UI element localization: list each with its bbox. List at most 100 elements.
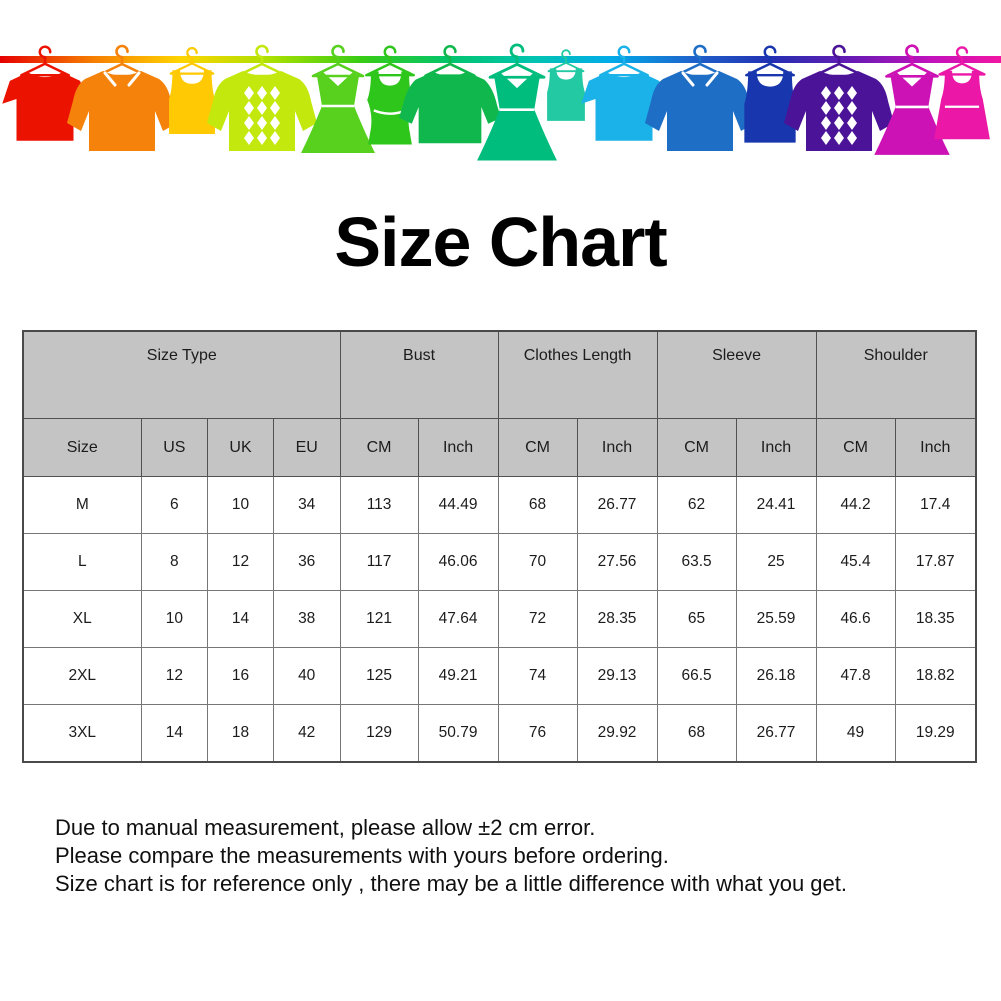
measurement-cell: 36 [272,533,341,591]
measurement-cell: 8 [140,533,209,591]
column-header: CM [339,418,419,477]
measurement-cell: 70 [497,533,578,591]
teal-dress-icon [477,43,557,161]
column-header: CM [815,418,896,477]
page-title: Size Chart [334,203,667,281]
measurement-cell: 49.21 [417,647,499,705]
orange-shirt-icon [67,44,177,151]
measurement-cell: 65 [656,590,737,648]
note-line: Size chart is for reference only , there… [55,871,847,896]
measurement-cell: 17.87 [894,533,977,591]
pink-tank-dress-icon [934,46,990,140]
measurement-cell: 24.41 [735,476,817,534]
size-label-cell: M [22,476,142,534]
red-tshirt-icon [2,45,88,141]
measurement-cell: 117 [339,533,419,591]
magenta-dress-icon [874,44,950,155]
note-line: Due to manual measurement, please allow … [55,815,596,840]
column-header: UK [207,418,274,477]
measurement-cell: 113 [339,476,419,534]
column-header: Inch [576,418,658,477]
measurement-cell: 26.77 [735,704,817,763]
measurement-cell: 68 [656,704,737,763]
measurement-cell: 18.35 [894,590,977,648]
blue-shirt-icon [645,44,755,151]
column-group-header: Bust [339,330,499,419]
measurement-cell: 68 [497,476,578,534]
measurement-cell: 63.5 [656,533,737,591]
navy-tank-top-icon [744,45,796,143]
measurement-cell: 47.8 [815,647,896,705]
measurement-cell: 29.92 [576,704,658,763]
measurement-cell: 50.79 [417,704,499,763]
table-row: 3XL 14 18 42 129 50.79 76 29.92 68 26.77 49 19.29 [22,704,977,763]
measurement-cell: 27.56 [576,533,658,591]
lime-argyle-sweater-icon [207,44,317,151]
measurement-cell: 44.2 [815,476,896,534]
measurement-cell: 44.49 [417,476,499,534]
table-subheader-row: Size US UK EU CM Inch CM Inch CM Inch CM Inch [22,418,977,477]
measurement-cell: 47.64 [417,590,499,648]
clothesline-banner [0,43,1001,161]
measurement-cell: 34 [272,476,341,534]
measurement-cell: 26.77 [576,476,658,534]
column-group-header: Clothes Length [497,330,658,419]
table-row: L 8 12 36 117 46.06 70 27.56 63.5 25 45.4 17.87 [22,533,977,591]
measurement-cell: 10 [207,476,274,534]
size-label-cell: XL [22,590,142,648]
column-header: US [140,418,209,477]
teal-tank-top-icon [547,49,585,121]
column-header: Size [22,418,142,477]
column-group-header: Size Type [22,330,341,419]
cyan-tshirt-icon [581,45,667,141]
column-group-header: Sleeve [656,330,817,419]
measurement-cell: 45.4 [815,533,896,591]
measurement-cell: 42 [272,704,341,763]
column-header: Inch [417,418,499,477]
measurement-cell: 12 [140,647,209,705]
size-table: Size Type Bust Clothes Length Sleeve Shoulde… [22,330,977,763]
measurement-cell: 14 [207,590,274,648]
measurement-cell: 10 [140,590,209,648]
green-sweatshirt-icon [399,45,501,144]
measurement-cell: 76 [497,704,578,763]
measurement-cell: 18.82 [894,647,977,705]
measurement-cell: 6 [140,476,209,534]
table-group-header-row: Size Type Bust Clothes Length Sleeve Shoulde… [22,330,977,419]
size-label-cell: 2XL [22,647,142,705]
measurement-cell: 14 [140,704,209,763]
column-header: EU [272,418,341,477]
measurement-cell: 46.06 [417,533,499,591]
measurement-cell: 74 [497,647,578,705]
measurement-cell: 38 [272,590,341,648]
table-row: M 6 10 34 113 44.49 68 26.77 62 24.41 44.2 17.4 [22,476,977,534]
measurement-cell: 26.18 [735,647,817,705]
purple-argyle-sweater-icon [784,44,894,151]
measurement-cell: 129 [339,704,419,763]
column-header: CM [656,418,737,477]
measurement-cell: 121 [339,590,419,648]
measurement-cell: 16 [207,647,274,705]
yellow-tank-top-icon [169,47,215,134]
table-row: 2XL 12 16 40 125 49.21 74 29.13 66.5 26.18 47.8 18.… [22,647,977,705]
measurement-cell: 18 [207,704,274,763]
measurement-cell: 72 [497,590,578,648]
column-header: Inch [735,418,817,477]
measurement-cell: 66.5 [656,647,737,705]
measurement-cell: 12 [207,533,274,591]
measurement-cell: 40 [272,647,341,705]
measurement-cell: 25.59 [735,590,817,648]
note-line: Please compare the measurements with you… [55,843,669,868]
column-group-header: Shoulder [815,330,977,419]
size-label-cell: L [22,533,142,591]
measurement-cell: 28.35 [576,590,658,648]
size-table-container: Size Type Bust Clothes Length Sleeve Shoulde… [22,330,977,763]
measurement-cell: 25 [735,533,817,591]
green-dress-icon [301,44,375,153]
measurement-cell: 62 [656,476,737,534]
measurement-cell: 125 [339,647,419,705]
measurement-cell: 19.29 [894,704,977,763]
rainbow-clothesline [0,56,1001,63]
measurement-notes: Due to manual measurement, please allow … [55,814,976,898]
